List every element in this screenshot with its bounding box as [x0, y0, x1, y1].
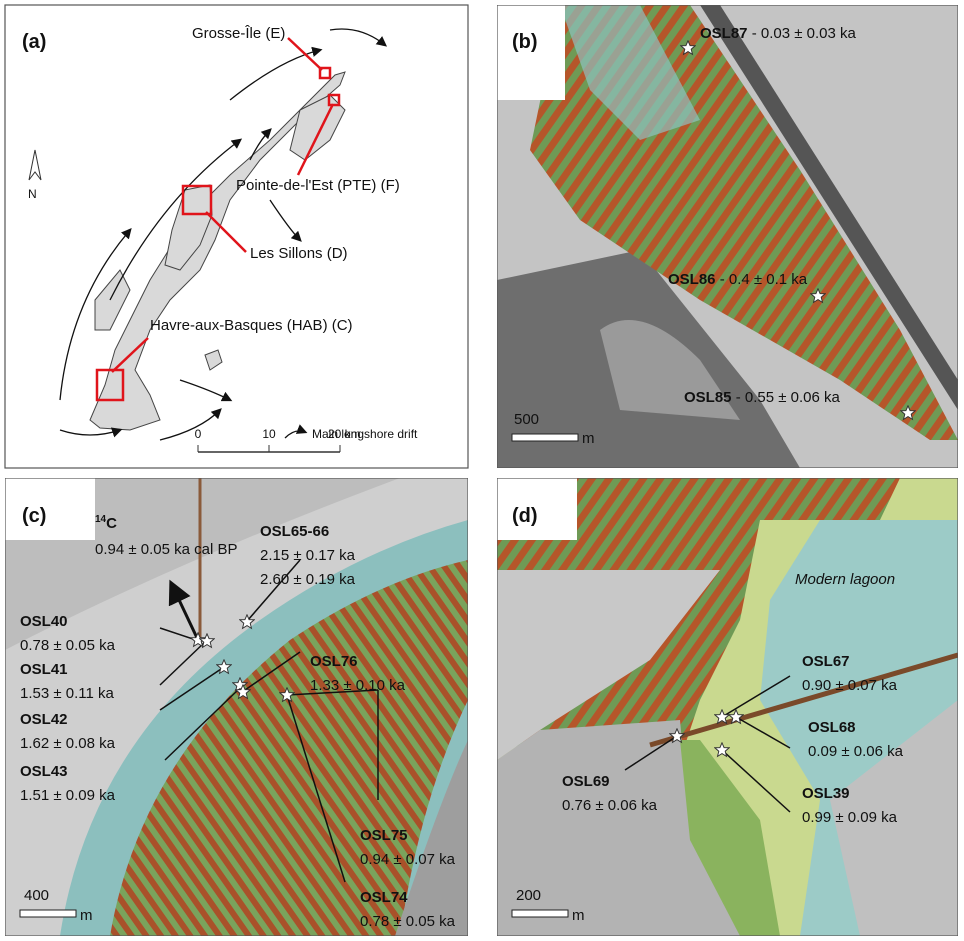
sample-age: 0.78 ± 0.05 ka — [360, 913, 456, 930]
radiocarbon-age: 0.94 ± 0.05 ka cal BP — [95, 541, 238, 558]
sample-id: OSL42 — [20, 711, 68, 728]
panel-label: (a) — [22, 31, 46, 53]
panel-b: (b) OSL87 - 0.03 ± 0.03 ka OSL86 - 0.4 ±… — [497, 5, 958, 468]
sample-age: 1.51 ± 0.09 ka — [20, 787, 116, 804]
sample-age: 0.09 ± 0.06 ka — [808, 743, 904, 760]
isotope-element: C — [106, 515, 117, 532]
sample-label: OSL86 - 0.4 ± 0.1 ka — [668, 271, 808, 288]
sample-age: 2.15 ± 0.17 ka — [260, 547, 356, 564]
sample-age: - 0.03 ± 0.03 ka — [752, 25, 857, 42]
scale-label: 400 — [24, 887, 49, 904]
sample-age: 1.33 ± 0.10 ka — [310, 677, 406, 694]
sample-id: OSL76 — [310, 653, 358, 670]
sample-id: OSL65-66 — [260, 523, 329, 540]
panel-label: (b) — [512, 31, 538, 53]
sample-id: OSL75 — [360, 827, 408, 844]
panel-c: (c) 14C 0.94 ± 0.05 ka cal BP OSL65-66 2… — [5, 478, 468, 936]
sample-age: - 0.55 ± 0.06 ka — [736, 389, 841, 406]
sample-age: 0.78 ± 0.05 ka — [20, 637, 116, 654]
sample-age: 0.94 ± 0.07 ka — [360, 851, 456, 868]
sample-id: OSL41 — [20, 661, 68, 678]
place-label: Les Sillons (D) — [250, 245, 348, 262]
scale-label: 500 — [514, 411, 539, 428]
sample-age: 0.76 ± 0.06 ka — [562, 797, 658, 814]
place-label: Grosse-Île (E) — [192, 25, 285, 42]
sample-id: OSL85 — [684, 389, 732, 406]
sample-age: - 0.4 ± 0.1 ka — [720, 271, 808, 288]
area-label: Modern lagoon — [795, 571, 895, 588]
scale-label: m — [572, 907, 585, 924]
panel-label: (c) — [22, 505, 46, 527]
panel-label: (d) — [512, 505, 538, 527]
panel-a: (a) Grosse-Île (E) Pointe-de-l'Est (PTE)… — [5, 5, 468, 468]
sample-id: OSL74 — [360, 889, 408, 906]
figure: (a) Grosse-Île (E) Pointe-de-l'Est (PTE)… — [0, 0, 964, 941]
sample-age: 0.90 ± 0.07 ka — [802, 677, 898, 694]
north-label: N — [28, 187, 37, 201]
sample-id: OSL87 — [700, 25, 748, 42]
scale-label: 0 — [195, 427, 202, 441]
panel-d: (d) Modern lagoon OSL67 0.90 ± 0.07 ka O… — [497, 478, 958, 936]
scale-label: m — [80, 907, 93, 924]
sample-id: OSL39 — [802, 785, 850, 802]
sample-id: OSL40 — [20, 613, 68, 630]
sample-label: OSL85 - 0.55 ± 0.06 ka — [684, 389, 840, 406]
sample-id: OSL67 — [802, 653, 850, 670]
scale-label: 20 km — [328, 427, 361, 441]
sample-label: OSL87 - 0.03 ± 0.03 ka — [700, 25, 856, 42]
sample-id: OSL86 — [668, 271, 716, 288]
sample-id: OSL69 — [562, 773, 610, 790]
sample-age: 2.60 ± 0.19 ka — [260, 571, 356, 588]
sample-id: OSL68 — [808, 719, 856, 736]
scale-label: 200 — [516, 887, 541, 904]
sample-age: 0.99 ± 0.09 ka — [802, 809, 898, 826]
place-label: Havre-aux-Basques (HAB) (C) — [150, 317, 353, 334]
place-label: Pointe-de-l'Est (PTE) (F) — [236, 177, 400, 194]
sample-id: OSL43 — [20, 763, 68, 780]
sample-age: 1.53 ± 0.11 ka — [20, 685, 115, 702]
isotope-mass: 14 — [95, 514, 107, 525]
scale-label: 10 — [262, 427, 276, 441]
scale-label: m — [582, 430, 595, 447]
sample-age: 1.62 ± 0.08 ka — [20, 735, 116, 752]
